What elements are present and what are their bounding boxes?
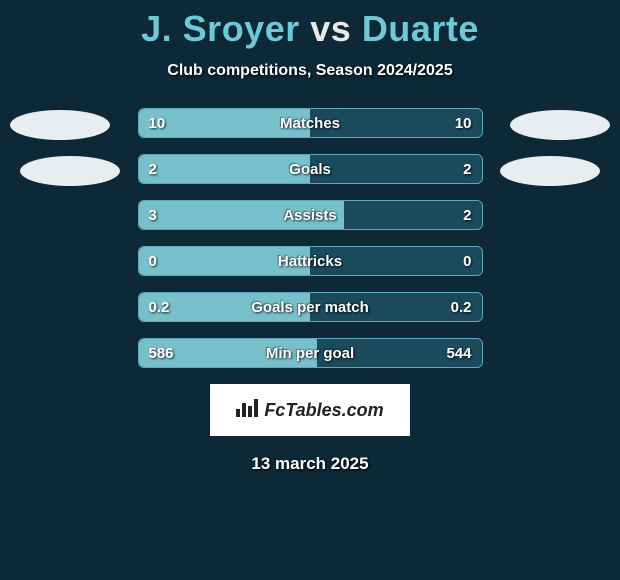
- stat-row: 1010Matches: [138, 108, 483, 138]
- stat-label: Hattricks: [139, 247, 482, 275]
- source-logo: FcTables.com: [210, 384, 410, 436]
- comparison-title: J. Sroyer vs Duarte: [0, 0, 620, 50]
- stat-bars-container: 1010Matches 22Goals 32Assists 00Hattricks 0.…: [138, 108, 483, 368]
- stats-content: 1010Matches 22Goals 32Assists 00Hattricks 0.…: [0, 108, 620, 474]
- player1-nation-badge: [20, 156, 120, 186]
- stat-row: 22Goals: [138, 154, 483, 184]
- player2-name: Duarte: [362, 8, 479, 49]
- stat-row: 586544Min per goal: [138, 338, 483, 368]
- bar-chart-icon: [236, 397, 258, 423]
- subtitle: Club competitions, Season 2024/2025: [0, 62, 620, 80]
- stat-label: Min per goal: [139, 339, 482, 367]
- snapshot-date: 13 march 2025: [0, 454, 620, 474]
- stat-label: Assists: [139, 201, 482, 229]
- stat-row: 00Hattricks: [138, 246, 483, 276]
- player1-club-badge: [10, 110, 110, 140]
- source-logo-text: FcTables.com: [264, 400, 383, 421]
- stat-label: Goals: [139, 155, 482, 183]
- stat-row: 32Assists: [138, 200, 483, 230]
- player2-nation-badge: [500, 156, 600, 186]
- vs-text: vs: [310, 8, 351, 49]
- stat-row: 0.20.2Goals per match: [138, 292, 483, 322]
- stat-label: Matches: [139, 109, 482, 137]
- stat-label: Goals per match: [139, 293, 482, 321]
- player1-name: J. Sroyer: [141, 8, 300, 49]
- player2-club-badge: [510, 110, 610, 140]
